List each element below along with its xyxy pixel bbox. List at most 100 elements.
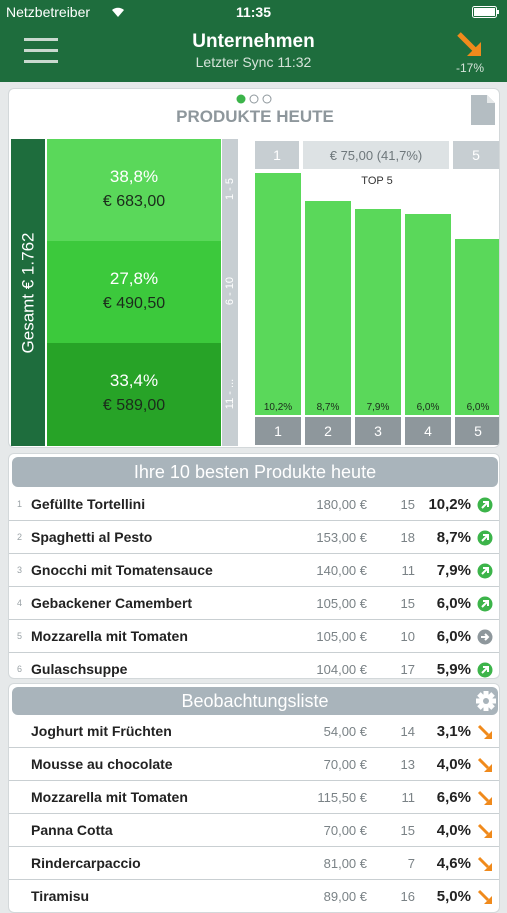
range-label: 11 - ... [224, 378, 236, 409]
bar: 6,0% [405, 214, 451, 415]
list-row[interactable]: Mousse au chocolate 70,00 € 13 4,0% [9, 748, 499, 781]
row-rank: 1 [17, 499, 23, 509]
row-name: Mozzarella mit Tomaten [31, 789, 188, 805]
summary-card: PRODUKTE HEUTE Gesamt € 1.762 1 - 5 6 - 1… [8, 88, 500, 448]
range-strip: 1 - 5 6 - 10 11 - ... [222, 139, 238, 446]
list-row[interactable]: 3 Gnocchi mit Tomatensauce 140,00 € 11 7,9% [9, 554, 499, 587]
segment-percent: 27,8% [109, 269, 159, 288]
bar-rank[interactable]: 1 [255, 417, 301, 445]
trend-icon [477, 596, 493, 612]
list-row[interactable]: 2 Spaghetti al Pesto 153,00 € 18 8,7% [9, 521, 499, 554]
header-title: Unternehmen [192, 31, 315, 52]
row-revenue: 140,00 € [316, 563, 367, 578]
row-name: Mousse au chocolate [31, 756, 173, 772]
trend-icon [477, 563, 493, 579]
row-qty: 16 [400, 889, 415, 904]
segment-percent: 38,8% [109, 167, 159, 186]
row-qty: 15 [400, 497, 415, 512]
best-title: Ihre 10 besten Produkte heute [12, 457, 498, 487]
row-share: 6,0% [436, 628, 471, 645]
row-qty: 10 [400, 629, 415, 644]
row-name: Tiramisu [31, 888, 90, 904]
bar-rank[interactable]: 4 [405, 417, 451, 445]
list-row[interactable]: 6 Gulaschsuppe 104,00 € 17 5,9% [9, 653, 499, 678]
range-to: 5 [453, 141, 499, 169]
list-row[interactable]: Rindercarpaccio 81,00 € 7 4,6% [9, 847, 499, 880]
bar: 10,2% [255, 173, 301, 415]
segment-percent: 33,4% [109, 371, 159, 390]
row-share: 7,9% [436, 562, 471, 579]
trend-icon [477, 889, 492, 904]
menu-button[interactable] [24, 38, 58, 64]
bar-rank[interactable]: 2 [305, 417, 351, 445]
row-revenue: 105,00 € [316, 629, 367, 644]
range-label: 1 - 5 [224, 178, 236, 201]
row-qty: 15 [400, 596, 415, 611]
row-revenue: 180,00 € [316, 497, 367, 512]
bar-label: 7,9% [366, 402, 390, 413]
row-share: 4,6% [436, 855, 471, 872]
row-revenue: 105,00 € [316, 596, 367, 611]
range-from: 1 [255, 141, 299, 169]
row-name: Rindercarpaccio [31, 855, 141, 871]
bar: 8,7% [305, 201, 351, 415]
row-qty: 13 [400, 757, 415, 772]
bar-label: 6,0% [416, 402, 440, 413]
top-bar: Netzbetreiber 11:35 Unternehmen Letzter … [0, 0, 507, 82]
bar-rank[interactable]: 5 [455, 417, 499, 445]
best-products-card: Ihre 10 besten Produkte heute 1 Gefüllte … [8, 453, 500, 679]
row-share: 5,0% [436, 888, 471, 905]
row-rank: 6 [17, 664, 23, 674]
row-revenue: 104,00 € [316, 662, 367, 677]
total-label: Gesamt € 1.762 [18, 232, 37, 353]
row-name: Joghurt mit Früchten [31, 723, 172, 739]
segment-amount: € 490,50 [102, 295, 166, 312]
list-row[interactable]: Panna Cotta 70,00 € 15 4,0% [9, 814, 499, 847]
bar-label: 6,0% [466, 402, 490, 413]
segment: 33,4% € 589,00 [47, 343, 221, 446]
document-button[interactable] [471, 95, 495, 125]
row-rank: 3 [17, 565, 23, 575]
row-revenue: 153,00 € [316, 530, 367, 545]
row-qty: 18 [400, 530, 415, 545]
battery-icon [472, 6, 499, 18]
row-revenue: 70,00 € [323, 823, 367, 838]
row-name: Mozzarella mit Tomaten [31, 628, 188, 644]
row-revenue: 115,50 € [317, 790, 367, 805]
settings-button[interactable] [475, 690, 497, 712]
trend-icon [477, 724, 492, 739]
row-share: 10,2% [428, 496, 471, 513]
list-row[interactable]: Joghurt mit Früchten 54,00 € 14 3,1% [9, 715, 499, 748]
bar-label: 10,2% [263, 402, 293, 413]
list-row[interactable]: Tiramisu 89,00 € 16 5,0% [9, 880, 499, 912]
row-share: 8,7% [436, 529, 471, 546]
row-revenue: 81,00 € [323, 856, 367, 871]
bar: 7,9% [355, 209, 401, 415]
row-revenue: 89,00 € [323, 889, 367, 904]
trend-icon [477, 790, 492, 805]
total-bar: Gesamt € 1.762 [11, 139, 45, 446]
header-subtitle: Letzter Sync 11:32 [195, 54, 312, 70]
list-row[interactable]: 5 Mozzarella mit Tomaten 105,00 € 10 6,0% [9, 620, 499, 653]
list-row[interactable]: 1 Gefüllte Tortellini 180,00 € 15 10,2% [9, 488, 499, 521]
page-dots[interactable] [235, 93, 275, 105]
row-name: Spaghetti al Pesto [31, 529, 153, 545]
row-rank: 2 [17, 532, 23, 542]
row-qty: 15 [400, 823, 415, 838]
range-label: 6 - 10 [224, 276, 236, 306]
watchlist-card: Beobachtungsliste Joghurt mit Früchten 54… [8, 683, 500, 913]
row-qty: 11 [401, 563, 416, 578]
bar-rank[interactable]: 3 [355, 417, 401, 445]
row-share: 3,1% [436, 723, 471, 740]
list-row[interactable]: 4 Gebackener Camembert 105,00 € 15 6,0% [9, 587, 499, 620]
clock: 11:35 [235, 4, 272, 20]
row-rank: 4 [17, 598, 23, 608]
trend-icon [477, 629, 493, 645]
row-share: 6,0% [436, 595, 471, 612]
segment: 27,8% € 490,50 [47, 241, 221, 343]
row-qty: 14 [400, 724, 415, 739]
watch-title: Beobachtungsliste [12, 687, 498, 715]
row-share: 4,0% [436, 822, 471, 839]
list-row[interactable]: Mozzarella mit Tomaten 115,50 € 11 6,6% [9, 781, 499, 814]
